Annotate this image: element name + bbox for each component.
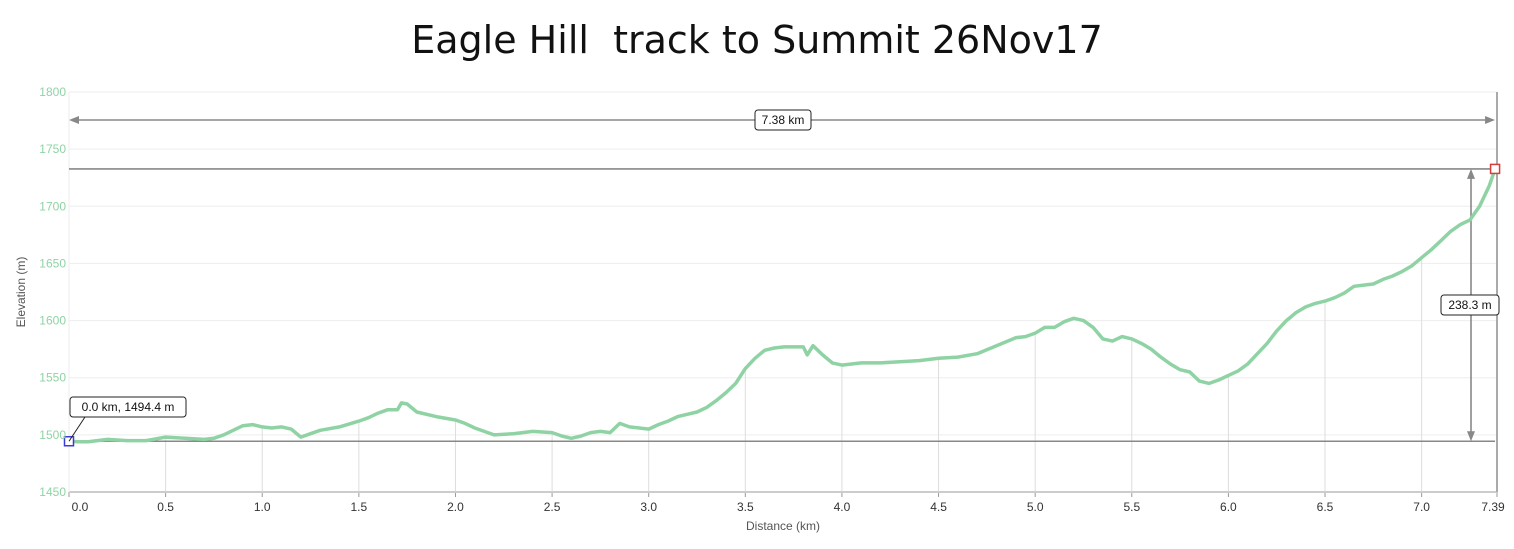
x-tick-label: 2.0	[447, 500, 464, 514]
x-tick-label: 0.5	[157, 500, 174, 514]
start-label-pointer	[68, 416, 86, 442]
x-tick-label: 4.5	[930, 500, 947, 514]
start-label: 0.0 km, 1494.4 m	[69, 396, 187, 418]
y-tick-label: 1500	[39, 428, 66, 442]
distance-label-box	[754, 109, 812, 131]
x-tick-label: 2.5	[544, 500, 561, 514]
x-tick-label: 1.5	[351, 500, 368, 514]
distance-arrowhead-right	[1485, 116, 1496, 124]
x-tick-label: 7.0	[1413, 500, 1430, 514]
start-label-text: 0.0 km, 1494.4 m	[82, 400, 175, 414]
end-marker	[1489, 163, 1501, 175]
x-tick-label: 1.0	[254, 500, 271, 514]
gain-label-text: 238.3 m	[1448, 298, 1491, 312]
x-tick-label: 0.0	[72, 500, 89, 514]
gain-label-box	[1440, 294, 1500, 316]
series-layer	[67, 167, 1497, 444]
y-tick-label: 1600	[39, 314, 66, 328]
x-tick-label: 6.5	[1317, 500, 1334, 514]
chart-title: Eagle Hill track to Summit 26Nov17	[411, 18, 1103, 62]
x-tick-label: 5.5	[1123, 500, 1140, 514]
y-tick-label: 1700	[39, 199, 66, 213]
x-tick-label: 5.0	[1027, 500, 1044, 514]
distance-label: 7.38 km	[754, 109, 812, 131]
grid-layer	[68, 91, 1498, 497]
x-tick-label: 3.5	[737, 500, 754, 514]
distance-arrowhead-left	[69, 116, 79, 124]
elevation-line	[67, 167, 1497, 444]
gain-arrowhead-bottom	[1467, 431, 1475, 442]
gain-label: 238.3 m	[1440, 294, 1500, 316]
y-tick-label: 1750	[39, 142, 66, 156]
x-tick-label: 7.39	[1481, 500, 1505, 514]
y-tick-label: 1450	[39, 485, 66, 499]
label-layer: 1450 1500 1550 1600 1650 1700 1750 1800 0.0 0.5 1.…	[39, 85, 1505, 514]
x-axis-title: Distance (km)	[746, 519, 820, 533]
y-tick-label: 1800	[39, 85, 66, 99]
start-label-box	[69, 396, 187, 418]
x-tick-label: 3.0	[640, 500, 657, 514]
y-tick-label: 1550	[39, 371, 66, 385]
y-axis-title: Elevation (m)	[14, 257, 28, 328]
annotation-layer	[69, 116, 1496, 443]
x-tick-label: 4.0	[834, 500, 851, 514]
y-tick-label: 1650	[39, 256, 66, 270]
gain-arrowhead-top	[1467, 168, 1475, 179]
x-tick-label: 6.0	[1220, 500, 1237, 514]
distance-label-text: 7.38 km	[762, 113, 805, 127]
